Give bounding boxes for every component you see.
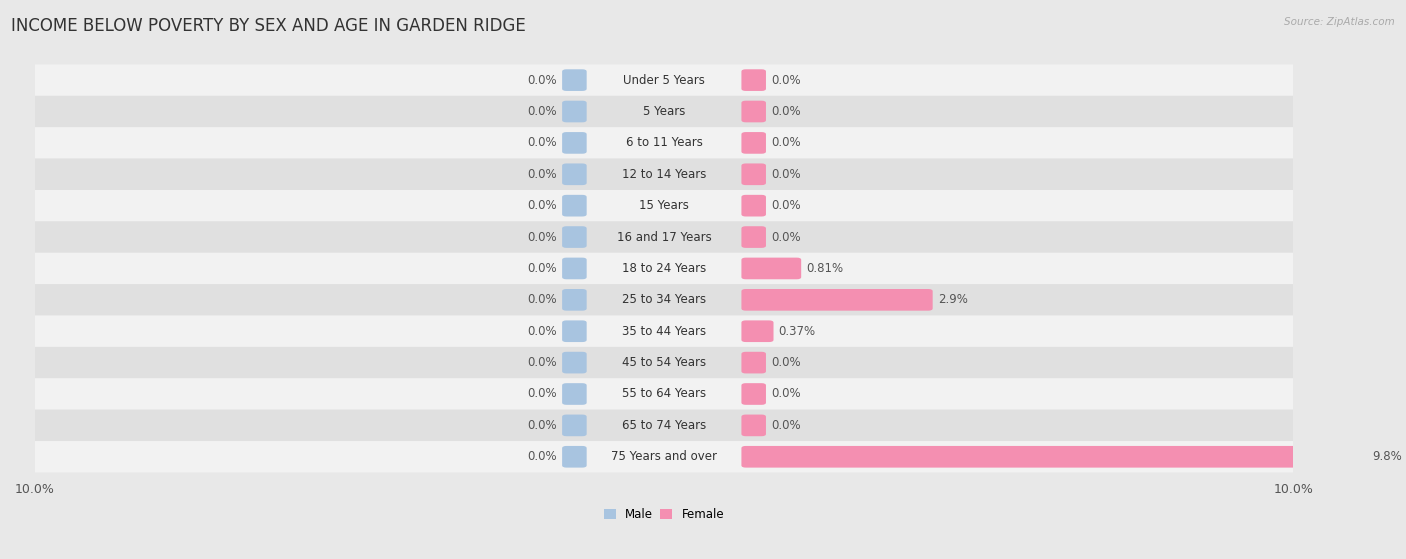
FancyBboxPatch shape xyxy=(741,352,766,373)
FancyBboxPatch shape xyxy=(562,383,586,405)
FancyBboxPatch shape xyxy=(741,101,766,122)
FancyBboxPatch shape xyxy=(562,415,586,436)
FancyBboxPatch shape xyxy=(35,64,1294,96)
FancyBboxPatch shape xyxy=(35,253,1294,284)
Text: 0.0%: 0.0% xyxy=(527,419,557,432)
Text: 0.0%: 0.0% xyxy=(770,168,800,181)
Text: 0.0%: 0.0% xyxy=(527,199,557,212)
Text: 0.0%: 0.0% xyxy=(527,136,557,149)
FancyBboxPatch shape xyxy=(741,289,932,311)
FancyBboxPatch shape xyxy=(35,410,1294,441)
Text: 75 Years and over: 75 Years and over xyxy=(612,451,717,463)
Text: INCOME BELOW POVERTY BY SEX AND AGE IN GARDEN RIDGE: INCOME BELOW POVERTY BY SEX AND AGE IN G… xyxy=(11,17,526,35)
FancyBboxPatch shape xyxy=(35,347,1294,378)
FancyBboxPatch shape xyxy=(741,415,766,436)
Text: 0.0%: 0.0% xyxy=(770,230,800,244)
FancyBboxPatch shape xyxy=(35,190,1294,221)
Text: 35 to 44 Years: 35 to 44 Years xyxy=(621,325,706,338)
Text: 55 to 64 Years: 55 to 64 Years xyxy=(621,387,706,400)
Text: 0.0%: 0.0% xyxy=(527,356,557,369)
FancyBboxPatch shape xyxy=(741,195,766,216)
Text: 65 to 74 Years: 65 to 74 Years xyxy=(621,419,706,432)
Text: 0.0%: 0.0% xyxy=(527,105,557,118)
Text: 6 to 11 Years: 6 to 11 Years xyxy=(626,136,703,149)
Text: 0.0%: 0.0% xyxy=(527,74,557,87)
FancyBboxPatch shape xyxy=(35,441,1294,472)
FancyBboxPatch shape xyxy=(741,320,773,342)
Text: 0.0%: 0.0% xyxy=(770,356,800,369)
FancyBboxPatch shape xyxy=(741,132,766,154)
Text: 0.0%: 0.0% xyxy=(527,451,557,463)
FancyBboxPatch shape xyxy=(562,132,586,154)
Text: 0.37%: 0.37% xyxy=(779,325,815,338)
FancyBboxPatch shape xyxy=(562,289,586,311)
Text: 0.0%: 0.0% xyxy=(770,74,800,87)
FancyBboxPatch shape xyxy=(35,127,1294,159)
Text: 0.0%: 0.0% xyxy=(527,387,557,400)
FancyBboxPatch shape xyxy=(562,101,586,122)
FancyBboxPatch shape xyxy=(562,226,586,248)
FancyBboxPatch shape xyxy=(35,96,1294,127)
Text: 0.0%: 0.0% xyxy=(770,136,800,149)
FancyBboxPatch shape xyxy=(35,315,1294,347)
Text: 5 Years: 5 Years xyxy=(643,105,685,118)
Text: 0.0%: 0.0% xyxy=(527,325,557,338)
Text: 0.0%: 0.0% xyxy=(527,168,557,181)
Text: Under 5 Years: Under 5 Years xyxy=(623,74,704,87)
Text: 45 to 54 Years: 45 to 54 Years xyxy=(621,356,706,369)
FancyBboxPatch shape xyxy=(562,258,586,280)
Text: 18 to 24 Years: 18 to 24 Years xyxy=(621,262,706,275)
Text: 15 Years: 15 Years xyxy=(640,199,689,212)
FancyBboxPatch shape xyxy=(741,69,766,91)
Text: 16 and 17 Years: 16 and 17 Years xyxy=(617,230,711,244)
FancyBboxPatch shape xyxy=(562,163,586,185)
FancyBboxPatch shape xyxy=(562,195,586,216)
Text: 0.0%: 0.0% xyxy=(770,105,800,118)
Text: 0.0%: 0.0% xyxy=(527,293,557,306)
FancyBboxPatch shape xyxy=(741,258,801,280)
Text: 0.81%: 0.81% xyxy=(806,262,844,275)
FancyBboxPatch shape xyxy=(562,320,586,342)
FancyBboxPatch shape xyxy=(741,383,766,405)
FancyBboxPatch shape xyxy=(741,226,766,248)
Text: 0.0%: 0.0% xyxy=(770,199,800,212)
FancyBboxPatch shape xyxy=(562,352,586,373)
Text: 12 to 14 Years: 12 to 14 Years xyxy=(621,168,706,181)
Text: 0.0%: 0.0% xyxy=(527,262,557,275)
FancyBboxPatch shape xyxy=(562,69,586,91)
Text: 0.0%: 0.0% xyxy=(527,230,557,244)
FancyBboxPatch shape xyxy=(35,378,1294,410)
FancyBboxPatch shape xyxy=(35,159,1294,190)
Text: 9.8%: 9.8% xyxy=(1372,451,1402,463)
Text: Source: ZipAtlas.com: Source: ZipAtlas.com xyxy=(1284,17,1395,27)
FancyBboxPatch shape xyxy=(35,221,1294,253)
FancyBboxPatch shape xyxy=(741,446,1367,468)
Text: 25 to 34 Years: 25 to 34 Years xyxy=(621,293,706,306)
FancyBboxPatch shape xyxy=(562,446,586,468)
Text: 2.9%: 2.9% xyxy=(938,293,967,306)
FancyBboxPatch shape xyxy=(35,284,1294,315)
FancyBboxPatch shape xyxy=(741,163,766,185)
Text: 0.0%: 0.0% xyxy=(770,387,800,400)
Legend: Male, Female: Male, Female xyxy=(599,503,728,525)
Text: 0.0%: 0.0% xyxy=(770,419,800,432)
